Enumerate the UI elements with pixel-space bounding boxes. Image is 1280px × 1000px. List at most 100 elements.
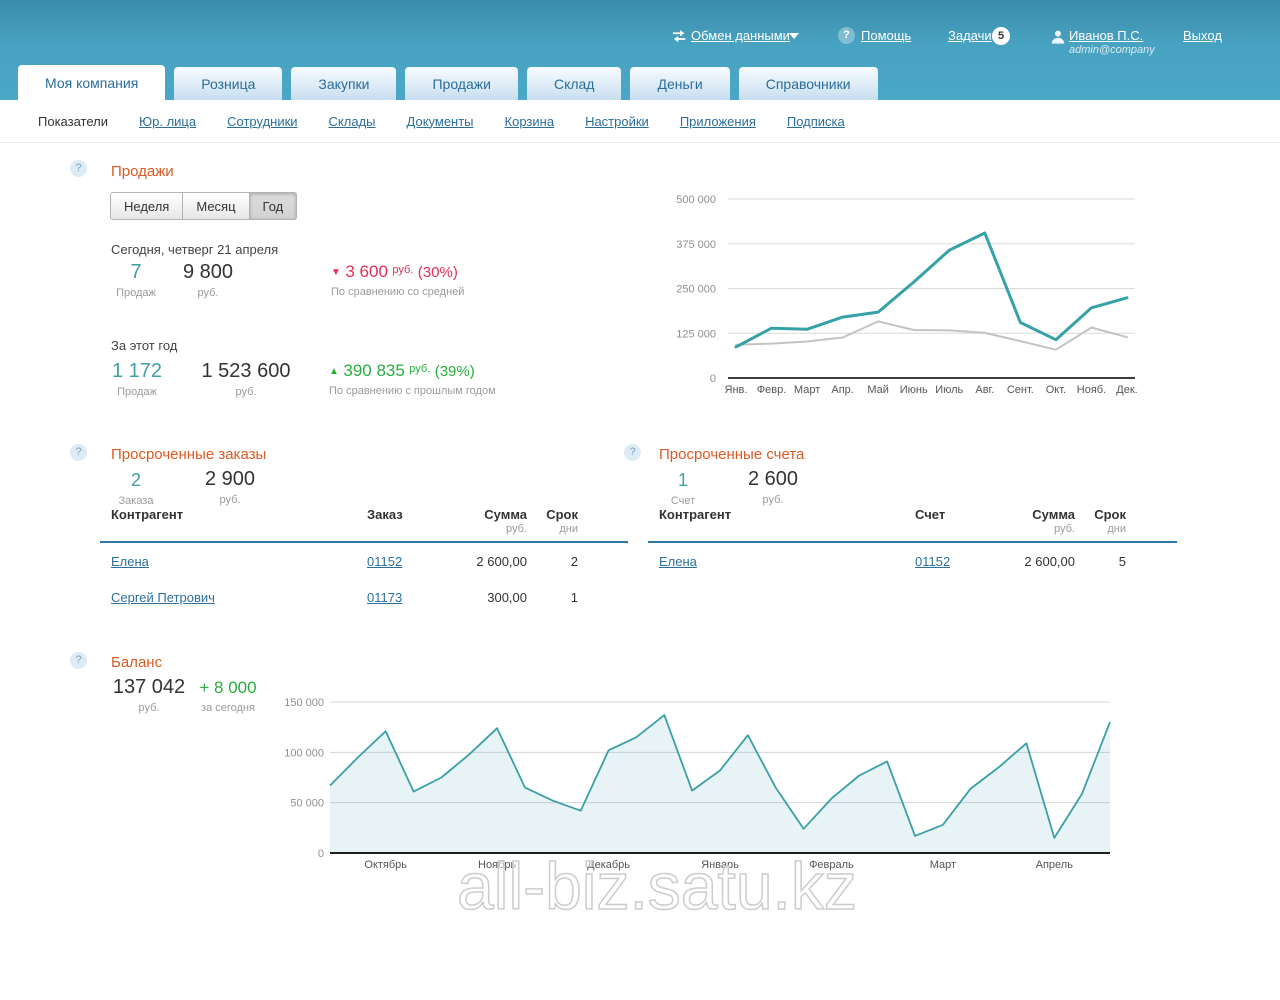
period-button-month[interactable]: Месяц <box>183 192 250 220</box>
overdue-orders-count-value: 2 <box>130 470 141 490</box>
subnav-item-recycle-bin[interactable]: Корзина <box>504 113 555 129</box>
subnav-item-documents[interactable]: Документы <box>406 113 474 129</box>
svg-text:0: 0 <box>710 373 716 385</box>
svg-text:500 000: 500 000 <box>676 194 716 206</box>
help-link[interactable]: Помощь <box>861 28 912 43</box>
help-icon[interactable]: ? <box>624 444 641 461</box>
overdue-orders-count: 2 Заказа <box>110 469 162 507</box>
subnav-item-apps[interactable]: Приложения <box>679 113 756 129</box>
tab-warehouse[interactable]: Склад <box>526 67 622 100</box>
today-sales-amount-unit: руб. <box>197 287 219 299</box>
svg-text:Октябрь: Октябрь <box>364 859 407 871</box>
chevron-down-icon[interactable] <box>789 33 799 39</box>
year-delta-percent: (39%) <box>434 363 475 380</box>
today-sales-count-value: 7 <box>130 261 142 283</box>
svg-text:Январь: Январь <box>701 859 739 871</box>
subnav-item-legal-entities[interactable]: Юр. лица <box>139 113 197 129</box>
svg-text:Июнь: Июнь <box>900 384 928 396</box>
svg-text:100 000: 100 000 <box>285 747 324 759</box>
today-sales-delta: ▼ 3 600 руб. (30%) <box>331 262 458 282</box>
table-subheader-row: руб. дни <box>648 522 1177 543</box>
tab-retail[interactable]: Розница <box>174 67 283 100</box>
table-row: Елена 01152 2 600,00 5 <box>648 542 1177 579</box>
document-link[interactable]: 01152 <box>915 554 951 569</box>
decrease-arrow-icon: ▼ <box>331 267 341 278</box>
sales-chart: 0 125 000 250 000 375 000 500 000 Янв. Февр. Ма… <box>676 194 1137 396</box>
document-link[interactable]: 01173 <box>367 590 403 605</box>
table-header-row: Контрагент Заказ Сумма Срок <box>100 507 628 522</box>
tab-money[interactable]: Деньги <box>630 67 730 100</box>
svg-text:50 000: 50 000 <box>290 798 324 810</box>
period-button-year[interactable]: Год <box>249 192 298 220</box>
today-sales-amount: 9 800 руб. <box>163 261 253 299</box>
tab-purchases[interactable]: Закупки <box>291 67 397 100</box>
today-delta-caption: По сравнению со средней <box>331 286 465 298</box>
today-date-label: Сегодня, четверг 21 апреля <box>111 242 279 257</box>
overdue-orders-title: Просроченные заказы <box>111 446 267 463</box>
column-sum-unit: руб. <box>988 522 1075 543</box>
svg-text:Апр.: Апр. <box>831 384 853 396</box>
user-email: admin@company <box>1069 44 1155 56</box>
contractor-link[interactable]: Елена <box>111 554 149 569</box>
subnav-item-warehouses[interactable]: Склады <box>328 113 376 129</box>
term-value: 1 <box>570 590 578 605</box>
overdue-invoices-table: Контрагент Счет Сумма Срок руб. дни Елен… <box>648 507 1177 579</box>
overdue-orders-amount-unit: руб. <box>219 494 241 506</box>
user-icon <box>1050 29 1066 50</box>
help-icon[interactable]: ? <box>70 444 87 461</box>
year-label: За этот год <box>111 338 178 353</box>
help-icon[interactable]: ? <box>70 652 87 669</box>
subnav-item-settings[interactable]: Настройки <box>585 113 649 129</box>
year-delta-value: 390 835 <box>343 361 405 380</box>
table-row: Сергей Петрович 01173 300,00 1 <box>100 579 628 615</box>
main-tabs: Моя компания Розница Закупки Продажи Склад Де… <box>18 65 887 100</box>
logout-link[interactable]: Выход <box>1183 28 1222 43</box>
subnav-item-indicators[interactable]: Показатели <box>38 113 108 129</box>
column-sum: Сумма <box>484 507 527 522</box>
year-delta-unit: руб. <box>409 363 431 375</box>
tab-sales[interactable]: Продажи <box>405 67 518 100</box>
help-icon[interactable]: ? <box>838 27 855 44</box>
app-header: Обмен данными ? Помощь Задачи 5 Иванов П… <box>0 0 1280 100</box>
svg-text:375 000: 375 000 <box>676 239 716 251</box>
overdue-orders-count-caption: Заказа <box>118 495 154 507</box>
balance-amount: 137 042 руб. <box>111 676 187 714</box>
svg-text:Февр.: Февр. <box>757 384 787 396</box>
balance-chart: 0 50 000 100 000 150 000 Октябрь Ноябрь Декабр… <box>285 697 1111 871</box>
year-delta-caption: По сравнению с прошлым годом <box>329 385 496 397</box>
tab-my-company[interactable]: Моя компания <box>18 65 166 100</box>
today-sales-amount-value: 9 800 <box>182 261 234 283</box>
balance-delta: + 8 000 за сегодня <box>195 677 261 714</box>
column-invoice: Счет <box>915 507 946 522</box>
contractor-link[interactable]: Сергей Петрович <box>111 590 215 605</box>
term-value: 5 <box>1118 554 1126 569</box>
subnav-item-employees[interactable]: Сотрудники <box>227 113 298 129</box>
overdue-orders-table: Контрагент Заказ Сумма Срок руб. дни Еле… <box>100 507 628 615</box>
svg-text:Март: Март <box>794 384 820 396</box>
overdue-invoices-title: Просроченные счета <box>659 446 805 463</box>
svg-text:Апрель: Апрель <box>1036 859 1074 871</box>
tab-reference-books[interactable]: Справочники <box>738 67 878 100</box>
increase-arrow-icon: ▲ <box>329 366 339 377</box>
contractor-link[interactable]: Елена <box>659 554 697 569</box>
user-profile-link[interactable]: Иванов П.С. <box>1069 28 1144 43</box>
overdue-orders-amount-value: 2 900 <box>204 468 256 490</box>
column-spacer <box>578 507 628 522</box>
today-sales-count: 7 Продаж <box>110 261 162 299</box>
document-link[interactable]: 01152 <box>367 554 403 569</box>
exchange-data-link[interactable]: Обмен данными <box>691 28 790 43</box>
year-sales-amount-value: 1 523 600 <box>201 360 291 382</box>
balance-amount-unit: руб. <box>138 702 160 714</box>
help-icon[interactable]: ? <box>70 160 87 177</box>
svg-text:Янв.: Янв. <box>725 384 748 396</box>
tasks-link[interactable]: Задачи <box>948 28 992 43</box>
column-sum-unit: руб. <box>440 522 527 543</box>
year-sales-count-caption: Продаж <box>117 386 157 398</box>
subnav-item-subscription[interactable]: Подписка <box>786 113 845 129</box>
period-button-week[interactable]: Неделя <box>110 192 184 220</box>
tasks-count-badge: 5 <box>992 27 1010 45</box>
table-header-row: Контрагент Счет Сумма Срок <box>648 507 1177 522</box>
svg-text:Авг.: Авг. <box>975 384 994 396</box>
svg-text:Март: Март <box>930 859 956 871</box>
